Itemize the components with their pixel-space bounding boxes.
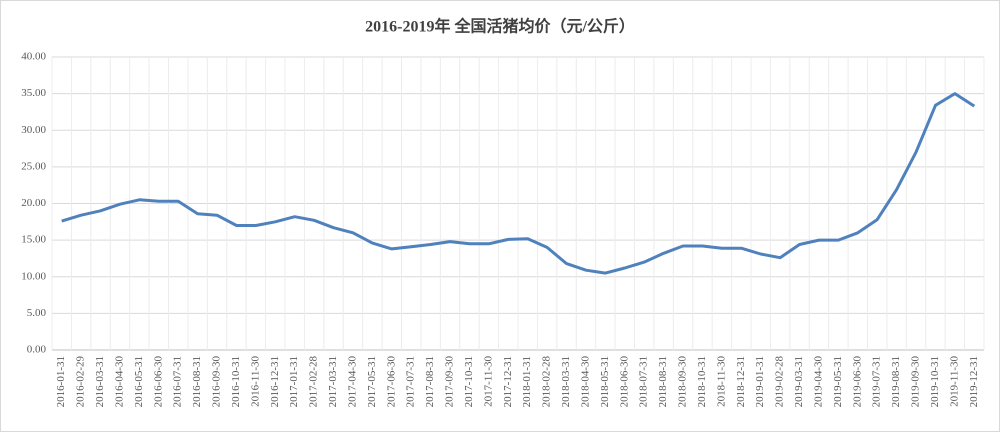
x-tick-label: 2019-05-31: [832, 356, 844, 407]
y-tick-label: 25.00: [21, 160, 46, 172]
x-tick-label: 2018-09-30: [677, 356, 689, 408]
x-tick-label: 2018-01-31: [521, 356, 533, 407]
x-tick-label: 2017-12-31: [502, 356, 514, 407]
x-tick-label: 2019-10-31: [929, 356, 941, 407]
x-tick-label: 2017-11-30: [482, 356, 494, 407]
y-tick-label: 20.00: [21, 197, 46, 209]
x-tick-label: 2016-04-30: [113, 356, 125, 408]
x-tick-label: 2019-04-30: [812, 356, 824, 408]
x-tick-label: 2017-06-30: [385, 356, 397, 408]
x-tick-label: 2016-09-30: [211, 356, 223, 408]
y-tick-label: 30.00: [21, 124, 46, 136]
x-tick-label: 2016-01-31: [55, 356, 67, 407]
chart-title: 2016-2019年 全国活猪均价（元/公斤）: [365, 17, 635, 36]
x-tick-label: 2018-06-30: [618, 356, 630, 408]
x-tick-label: 2017-07-31: [405, 356, 417, 407]
x-tick-label: 2019-01-31: [754, 356, 766, 407]
x-tick-label: 2016-11-30: [249, 356, 261, 407]
x-tick-label: 2019-06-30: [851, 356, 863, 408]
x-tick-label: 2016-03-31: [94, 356, 106, 407]
x-tick-label: 2019-09-30: [910, 356, 922, 408]
x-tick-label: 2016-08-31: [191, 356, 203, 407]
x-tick-label: 2018-05-31: [599, 356, 611, 407]
x-tick-label: 2017-04-30: [346, 356, 358, 408]
x-tick-label: 2017-05-31: [366, 356, 378, 407]
x-tick-label: 2018-07-31: [638, 356, 650, 407]
y-tick-label: 0.00: [27, 344, 47, 356]
x-tick-label: 2017-08-31: [424, 356, 436, 407]
x-tick-label: 2016-12-31: [269, 356, 281, 407]
x-tick-label: 2019-07-31: [871, 356, 883, 407]
grid: [51, 56, 985, 351]
plot: [61, 92, 976, 275]
y-tick-label: 35.00: [21, 87, 46, 99]
x-tick-label: 2018-08-31: [657, 356, 669, 407]
x-tick-label: 2018-04-30: [579, 356, 591, 408]
x-tick-label: 2019-11-30: [948, 356, 960, 407]
y-tick-label: 15.00: [21, 234, 46, 246]
x-tick-label: 2019-08-31: [890, 356, 902, 407]
y-tick-label: 10.00: [21, 270, 46, 282]
x-tick-label: 2018-11-30: [715, 356, 727, 407]
x-tick-label: 2018-12-31: [735, 356, 747, 407]
x-tick-label: 2019-03-31: [793, 356, 805, 407]
x-tick-label: 2016-05-31: [133, 356, 145, 407]
x-tick-label: 2019-02-28: [774, 356, 786, 408]
x-tick-label: 2018-02-28: [541, 356, 553, 408]
y-tick-label: 40.00: [21, 51, 46, 63]
line: [61, 92, 976, 275]
x-tick-label: 2018-03-31: [560, 356, 572, 407]
x-tick-label: 2016-02-29: [75, 356, 87, 408]
x-tick-label: 2017-01-31: [288, 356, 300, 407]
x-tick-label: 2019-12-31: [968, 356, 980, 407]
y-tick-label: 5.00: [27, 307, 47, 319]
x-tick-label: 2017-02-28: [308, 356, 320, 408]
x-tick-label: 2017-10-31: [463, 356, 475, 407]
x-tick-label: 2018-10-31: [696, 356, 708, 407]
x-tick-label: 2016-06-30: [152, 356, 164, 408]
x-tick-label: 2016-07-31: [172, 356, 184, 407]
x-tick-label: 2017-09-30: [444, 356, 456, 408]
x-tick-label: 2017-03-31: [327, 356, 339, 407]
x-tick-label: 2016-10-31: [230, 356, 242, 407]
